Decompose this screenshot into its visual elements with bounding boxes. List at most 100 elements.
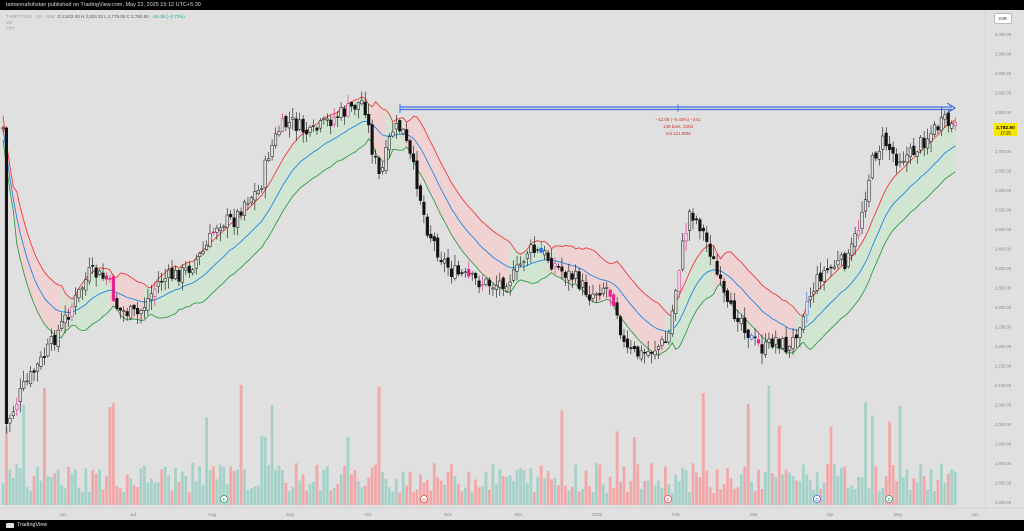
price-axis-label: 1,850.00 (995, 481, 1012, 486)
price-axis-label: 1,950.00 (995, 442, 1012, 447)
volume-bar (615, 431, 619, 505)
volume-bar (36, 466, 39, 505)
time-axis-label: Apr (826, 512, 834, 517)
volume-bar (515, 469, 519, 505)
volume-bar (822, 482, 826, 505)
candle-body (453, 265, 457, 279)
candle-body (560, 266, 564, 272)
event-marker[interactable]: E (220, 495, 228, 503)
volume-bar (450, 464, 453, 505)
volume-bar (729, 478, 733, 505)
price-axis-label: 2,950.00 (995, 52, 1012, 57)
candle-body (667, 332, 671, 343)
volume-bar (170, 490, 174, 505)
volume-bar (808, 479, 812, 505)
volume-bar (788, 472, 791, 505)
candle-body (774, 337, 778, 345)
event-marker[interactable]: D (813, 495, 821, 503)
volume-bar (560, 410, 564, 505)
volume-bar (22, 405, 26, 505)
candle-body (263, 159, 267, 188)
event-marker[interactable]: D (420, 495, 428, 503)
volume-bar (619, 481, 622, 505)
volume-bar (46, 476, 50, 505)
volume-bar (11, 478, 15, 505)
volume-bar (505, 476, 509, 505)
price-chart-svg[interactable]: −12.05 (−0.43%) −241 149 bars, 220d Vol … (0, 10, 1024, 520)
candle-body (725, 290, 730, 302)
event-marker[interactable]: E (885, 495, 893, 503)
measure-tool[interactable]: −12.05 (−0.43%) −241 149 bars, 220d Vol … (399, 102, 957, 136)
candle-body (367, 114, 371, 126)
candle-body (101, 272, 105, 279)
volume-bar (726, 468, 729, 505)
volume-bar (122, 491, 126, 505)
candle-body (512, 268, 516, 281)
candle-body (339, 107, 343, 118)
candle-body (674, 290, 678, 314)
volume-bar (236, 469, 239, 505)
volume-bar (274, 469, 277, 505)
candle-body (850, 243, 854, 256)
volume-bar (356, 481, 360, 505)
currency-button[interactable]: INR (994, 13, 1012, 24)
publish-line: tamannafsihstan published on TradingView… (6, 2, 201, 8)
candle-body (108, 278, 112, 280)
candle-body (42, 356, 46, 358)
candle-body (950, 123, 954, 129)
candle-body (556, 265, 561, 268)
candle-body (860, 211, 864, 229)
volume-bar (784, 469, 788, 505)
volume-bar (360, 487, 364, 505)
candle-body (881, 135, 885, 150)
candle-body (170, 267, 174, 279)
candle-body (191, 269, 195, 274)
candle-body (284, 116, 288, 128)
candle-body (415, 160, 419, 189)
volume-bar (408, 471, 412, 505)
candle-body (180, 267, 184, 283)
volume-bar (543, 478, 547, 505)
volume-bar (940, 463, 943, 505)
volume-bar (105, 476, 108, 505)
volume-bar (5, 427, 8, 505)
candle-body (584, 282, 588, 296)
volume-bar (943, 482, 947, 505)
candle-body (142, 307, 146, 311)
candle-body (94, 267, 98, 278)
volume-bar (802, 464, 805, 505)
volume-bar (764, 471, 767, 505)
volume-bar (143, 465, 146, 505)
volume-bar (929, 468, 933, 505)
volume-bar (208, 469, 212, 505)
volume-bar (895, 481, 898, 505)
volume-bar (557, 484, 560, 505)
event-marker[interactable]: E (664, 495, 672, 503)
candle-body (494, 285, 498, 290)
candle-body (629, 347, 633, 349)
candle-body (763, 341, 768, 355)
volume-bar (722, 483, 726, 505)
time-axis[interactable]: Jun Jul Aug Sep Oct Nov Dec 2025 Feb Mar Apr May Jun (0, 507, 1024, 517)
legend-indicator: CTT (6, 26, 15, 31)
candle-body (684, 233, 688, 242)
volume-bar (315, 464, 319, 505)
volume-bar (394, 478, 398, 505)
time-axis-label: Jul (130, 512, 136, 517)
volume-bar (163, 466, 167, 505)
time-axis-label: Jun (971, 512, 979, 517)
candle-body (118, 307, 122, 311)
candle-body (688, 210, 692, 231)
candle-body (622, 335, 626, 342)
volume-bar (112, 403, 115, 505)
candle-body (846, 252, 850, 268)
chart-area[interactable]: T·NIFTYXYZ · 1D · NSE O 2,822.00 H 2,824… (0, 10, 1024, 520)
price-axis[interactable]: 3,000.00 2,950.00 2,900.00 2,850.00 2,800.00… (984, 10, 1012, 508)
volume-bar (953, 471, 957, 505)
volume-bar (53, 473, 57, 505)
footer-brand: TradingView (17, 522, 48, 528)
volume-bar (519, 468, 522, 505)
candle-body (211, 231, 215, 234)
candle-body (98, 270, 102, 275)
